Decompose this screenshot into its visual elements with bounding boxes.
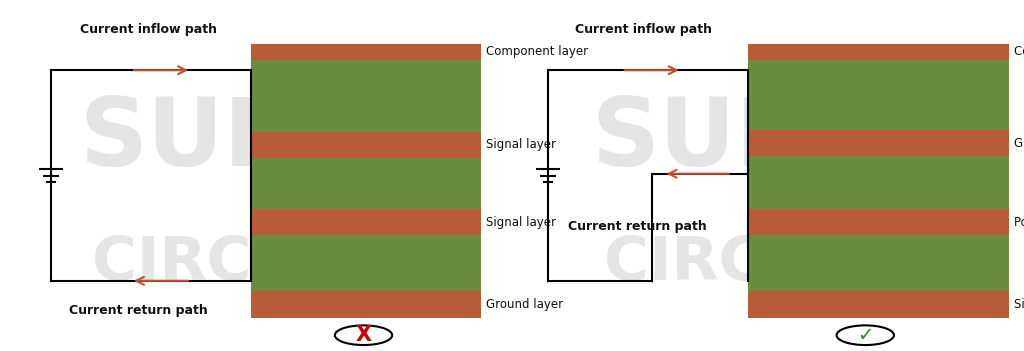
Text: Component layer: Component layer	[1014, 45, 1024, 58]
Bar	[312, 44, 410, 60]
Text: Current inflow path: Current inflow path	[574, 23, 712, 37]
Bar	[251, 60, 481, 318]
Bar	[748, 130, 1009, 156]
Text: CIRCUITS: CIRCUITS	[92, 234, 410, 293]
Text: Component layer: Component layer	[486, 45, 589, 58]
Text: Signal layer: Signal layer	[1014, 298, 1024, 311]
Text: ✓: ✓	[857, 326, 873, 345]
Text: CIRCUITS: CIRCUITS	[604, 234, 922, 293]
Bar	[748, 60, 1009, 318]
Bar	[748, 291, 1009, 318]
Text: SURFA: SURFA	[79, 94, 423, 186]
Text: Power layer: Power layer	[1014, 216, 1024, 229]
Text: X: X	[355, 325, 372, 344]
Text: Signal layer: Signal layer	[486, 138, 556, 151]
Text: Current inflow path: Current inflow path	[80, 23, 217, 37]
Bar	[748, 44, 1009, 60]
Bar	[251, 44, 481, 60]
Text: Signal layer: Signal layer	[486, 216, 556, 229]
Text: Ground layer: Ground layer	[1014, 137, 1024, 150]
Text: Ground layer: Ground layer	[486, 298, 563, 311]
Bar	[251, 291, 481, 318]
Bar	[251, 209, 481, 235]
Text: SURFA: SURFA	[591, 94, 935, 186]
Bar	[748, 209, 1009, 235]
Bar	[809, 44, 906, 60]
Text: Current return path: Current return path	[567, 220, 707, 233]
Text: Current return path: Current return path	[69, 304, 208, 317]
Bar	[251, 132, 481, 158]
